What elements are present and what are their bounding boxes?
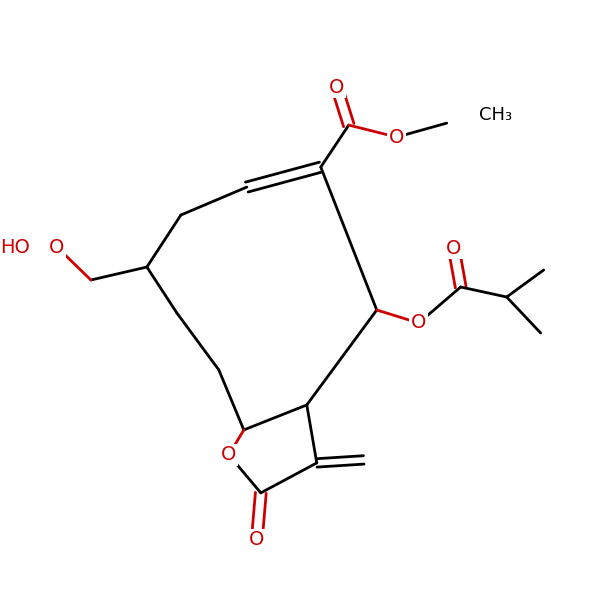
Text: O: O [329,77,344,97]
Text: O: O [446,239,461,257]
Text: CH₃: CH₃ [479,106,512,124]
Text: O: O [49,238,65,257]
Text: O: O [249,530,265,550]
Text: HO: HO [0,238,30,257]
Text: O: O [221,445,236,464]
Text: O: O [411,313,427,332]
Text: O: O [389,128,404,146]
